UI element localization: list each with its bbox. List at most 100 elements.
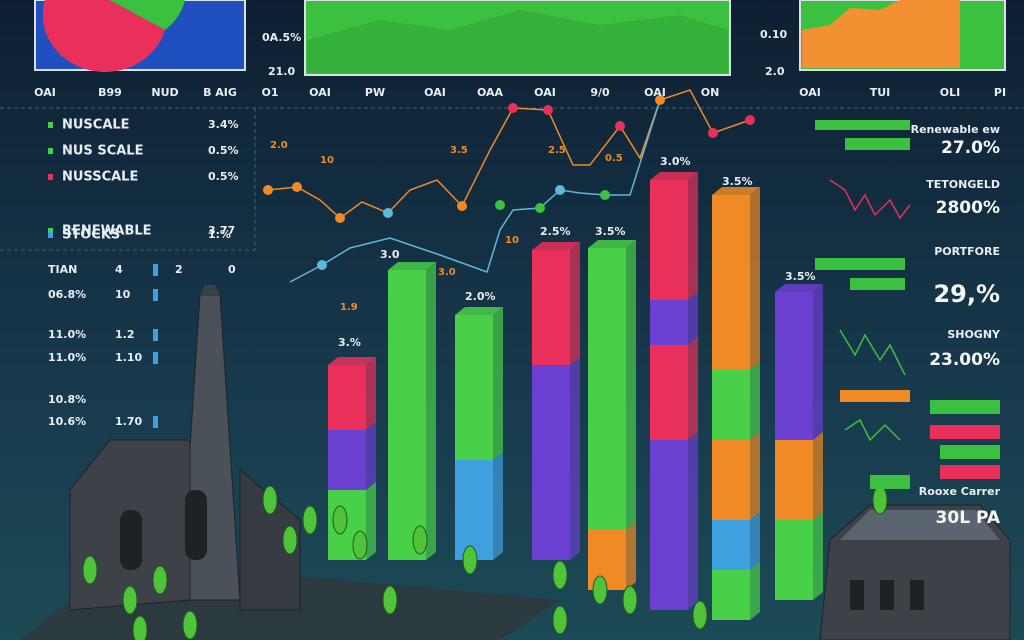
tree bbox=[122, 585, 138, 615]
sparkline bbox=[839, 329, 906, 376]
bar-top bbox=[588, 240, 636, 248]
bar-side bbox=[688, 337, 698, 440]
legend-marker bbox=[48, 148, 53, 154]
bar-top bbox=[775, 284, 823, 292]
line-label: 0.5 bbox=[605, 153, 623, 164]
legend-marker bbox=[48, 174, 53, 180]
bar-side bbox=[570, 242, 580, 365]
table-marker bbox=[153, 352, 158, 364]
axis-label: OAA bbox=[477, 86, 504, 99]
bar-segment bbox=[532, 365, 570, 560]
axis-label: OAI bbox=[534, 86, 556, 99]
tag bbox=[815, 120, 910, 130]
axis-label: B AIG bbox=[203, 86, 237, 99]
legend-value: 3.4% bbox=[208, 118, 239, 131]
bar-side bbox=[570, 357, 580, 560]
tree bbox=[412, 525, 428, 555]
table-marker bbox=[153, 416, 158, 428]
pie-slice bbox=[110, 0, 185, 30]
bar-side bbox=[688, 432, 698, 610]
top-panels bbox=[0, 0, 1024, 251]
bars bbox=[328, 172, 823, 620]
bar-label: 3.5% bbox=[722, 175, 753, 188]
tree bbox=[622, 585, 638, 615]
bar-segment bbox=[588, 248, 626, 530]
dot bbox=[457, 201, 467, 211]
tag bbox=[940, 465, 1000, 479]
tree bbox=[872, 485, 888, 515]
line-chart bbox=[263, 89, 755, 283]
legend-name: NUSSCALE bbox=[62, 170, 138, 185]
bar-side bbox=[813, 284, 823, 440]
buildings bbox=[20, 285, 1011, 640]
window bbox=[185, 490, 207, 560]
area bbox=[307, 10, 728, 73]
bar-segment bbox=[650, 300, 688, 345]
tick-label: 0A.5% bbox=[262, 31, 301, 44]
panel-label: Rooxe Carrer bbox=[919, 485, 1001, 498]
panel-value: 23.00% bbox=[929, 350, 1000, 370]
bar-side bbox=[626, 522, 636, 590]
table-cell: 2 bbox=[175, 263, 183, 276]
tag bbox=[840, 390, 910, 402]
panel-label: SHOGNY bbox=[947, 328, 1001, 341]
area bbox=[802, 0, 960, 68]
bar-top bbox=[712, 187, 760, 195]
bar-segment bbox=[455, 315, 493, 460]
tower-top bbox=[200, 285, 220, 295]
panel-value: 2800% bbox=[936, 198, 1000, 218]
bar-side bbox=[688, 292, 698, 345]
table-marker bbox=[153, 264, 158, 276]
bar-segment bbox=[588, 530, 626, 590]
bar-segment bbox=[328, 365, 366, 430]
texts: OAI B99 NUD B AIG O1 OAI PW OAI OAA OAI 9/0 OAI ON OA… bbox=[34, 28, 1006, 528]
table-cell: 11.0% bbox=[48, 351, 86, 364]
dot bbox=[655, 95, 665, 105]
legend-value: 1.% bbox=[208, 228, 231, 241]
dot bbox=[335, 213, 345, 223]
bar-label: 2.0% bbox=[465, 290, 496, 303]
bar-side bbox=[750, 362, 760, 440]
dot bbox=[383, 208, 393, 218]
dot bbox=[708, 128, 718, 138]
table-cell: 4 bbox=[115, 263, 123, 276]
sparkline bbox=[844, 418, 901, 442]
bar-top bbox=[328, 357, 376, 365]
panel-label: Renewable ew bbox=[911, 123, 1000, 136]
table-cell: 0 bbox=[228, 263, 236, 276]
bar-segment bbox=[775, 292, 813, 440]
table-cell: TIAN bbox=[48, 263, 77, 276]
tree bbox=[152, 565, 168, 595]
tree bbox=[352, 530, 368, 560]
table-cell: 1.70 bbox=[115, 415, 142, 428]
bar-side bbox=[813, 512, 823, 600]
tree bbox=[82, 555, 98, 585]
legend-name: RENEWABLE bbox=[62, 224, 152, 239]
bar-label: 3.5% bbox=[785, 270, 816, 283]
axis-label: PW bbox=[365, 86, 385, 99]
table-cell: 06.8% bbox=[48, 288, 86, 301]
dot bbox=[600, 190, 610, 200]
bar-side bbox=[366, 422, 376, 490]
pie-slice bbox=[42, 0, 165, 72]
line-label: 3.0 bbox=[438, 267, 456, 278]
bar-label: 2.5% bbox=[540, 225, 571, 238]
bar-segment bbox=[775, 520, 813, 600]
bar-segment bbox=[532, 250, 570, 365]
tree bbox=[262, 485, 278, 515]
bar-segment bbox=[712, 195, 750, 370]
tree bbox=[302, 505, 318, 535]
axis-label: OAI bbox=[309, 86, 331, 99]
dot bbox=[292, 182, 302, 192]
bar-side bbox=[750, 562, 760, 620]
tag bbox=[815, 258, 905, 270]
dot bbox=[543, 105, 553, 115]
dot bbox=[495, 200, 505, 210]
bar-segment bbox=[775, 440, 813, 520]
tick-label: 2.0 bbox=[765, 65, 785, 78]
bar-side bbox=[366, 357, 376, 430]
bar-side bbox=[426, 262, 436, 560]
bar-segment bbox=[712, 570, 750, 620]
